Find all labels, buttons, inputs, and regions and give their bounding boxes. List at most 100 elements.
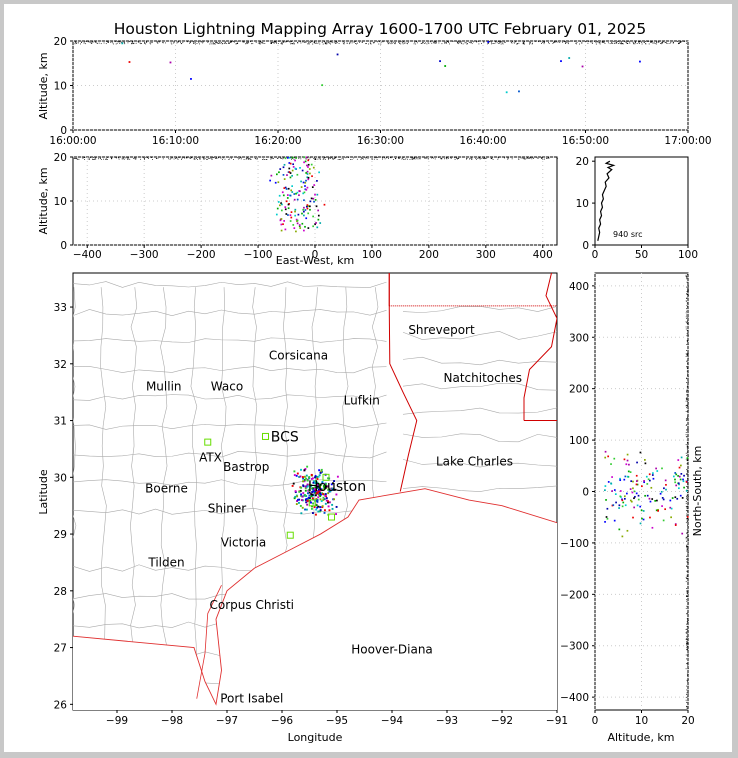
ns-panel-noise-dot xyxy=(686,679,688,681)
time-panel-noise-dot xyxy=(231,41,233,43)
ew-panel-source-point xyxy=(306,204,309,206)
ns-panel-noise-dot xyxy=(686,335,688,337)
ns-panel-noise-dot xyxy=(686,366,688,368)
time-panel-noise-dot xyxy=(313,42,315,44)
ew-panel-source-point xyxy=(282,194,285,197)
time-panel-noise-dot xyxy=(123,41,125,43)
map-ytick-label: 27 xyxy=(54,643,67,655)
ns-panel-noise-dot xyxy=(686,662,688,664)
ew-panel-noise-dot xyxy=(471,157,473,159)
time-panel-noise-dot xyxy=(428,43,430,44)
ns-panel-noise-dot xyxy=(687,426,689,428)
ns-panel-source-point xyxy=(633,506,636,509)
time-panel-noise-dot xyxy=(286,41,288,42)
map-source-point xyxy=(325,486,328,489)
ew-panel-noise-dot xyxy=(173,158,175,160)
ns-panel-noise-dot xyxy=(685,353,687,355)
time-panel-noise-dot xyxy=(627,41,629,42)
ew-panel-noise-dot xyxy=(339,159,340,160)
time-panel-noise-dot xyxy=(334,41,336,43)
time-panel-noise-dot xyxy=(308,43,310,45)
ew-panel-noise-dot xyxy=(133,157,134,159)
time-panel-noise-dot xyxy=(494,42,496,44)
ew-panel-noise-dot xyxy=(403,157,405,158)
ns-panel-noise-dot xyxy=(686,293,687,295)
time-panel-noise-dot xyxy=(243,41,245,43)
ew-panel-noise-dot xyxy=(447,158,449,159)
ns-panel-noise-dot xyxy=(687,486,688,488)
map-source-point xyxy=(320,493,322,496)
time-panel-noise-dot xyxy=(434,41,436,43)
time-panel-noise-dot xyxy=(351,42,353,44)
time-panel-noise-dot xyxy=(523,43,525,45)
map-source-point xyxy=(306,479,309,482)
time-panel-noise-dot xyxy=(552,43,554,44)
ns-panel-noise-dot xyxy=(685,275,687,277)
map-source-point xyxy=(322,496,325,499)
ns-panel-noise-dot xyxy=(686,529,688,531)
ns-panel-noise-dot xyxy=(686,297,688,299)
ew-panel-source-point xyxy=(307,227,310,229)
ns-panel-source-point xyxy=(685,490,688,492)
ns-panel-noise-dot xyxy=(687,317,689,319)
ew-panel-source-point xyxy=(284,206,287,208)
time-panel-noise-dot xyxy=(568,41,570,42)
ns-panel-noise-dot xyxy=(685,444,687,446)
ns-panel-noise-dot xyxy=(687,538,689,540)
time-panel-noise-dot xyxy=(656,41,658,42)
ew-panel-source-point xyxy=(300,186,303,188)
ew-panel-noise-dot xyxy=(556,157,558,159)
map-source-point xyxy=(319,495,322,498)
ew-panel-noise-dot xyxy=(313,157,315,158)
ns-panel-noise-dot xyxy=(687,290,689,292)
ew-panel-noise-dot xyxy=(233,159,234,160)
ns-panel-noise-dot xyxy=(686,636,688,638)
ew-panel-source-point xyxy=(312,215,314,218)
ns-panel-noise-dot xyxy=(686,447,688,449)
time-panel-noise-dot xyxy=(557,41,559,43)
ns-panel-noise-dot xyxy=(686,681,688,683)
ns-panel-noise-dot xyxy=(686,350,687,351)
ns-panel-noise-dot xyxy=(686,495,687,497)
ew-panel-noise-dot xyxy=(313,158,315,160)
ns-panel-noise-dot xyxy=(686,599,687,601)
map-ytick-label: 31 xyxy=(54,416,67,428)
time-panel-noise-dot xyxy=(213,43,215,44)
time-panel-noise-dot xyxy=(402,41,404,43)
ew-panel-source-point xyxy=(310,197,313,200)
time-panel-noise-dot xyxy=(651,41,653,43)
time-panel-noise-dot xyxy=(314,41,315,43)
parish-boundary xyxy=(402,485,557,492)
time-panel-noise-dot xyxy=(207,41,209,42)
city-label: Corpus Christi xyxy=(210,598,295,612)
ew-panel-source-point xyxy=(296,198,299,201)
ns-panel-noise-dot xyxy=(687,693,689,695)
map-source-point xyxy=(311,487,314,490)
time-panel-noise-dot xyxy=(319,43,321,45)
ew-panel-noise-dot xyxy=(360,157,362,159)
time-panel-noise-dot xyxy=(559,42,561,44)
ns-panel-noise-dot xyxy=(686,281,688,283)
ew-panel-noise-dot xyxy=(170,157,172,159)
time-panel-noise-dot xyxy=(680,42,682,43)
ns-panel-ytick-label: 100 xyxy=(569,435,589,447)
time-panel-noise-dot xyxy=(543,41,545,43)
ew-panel-noise-dot xyxy=(371,158,373,160)
time-panel-noise-dot xyxy=(194,42,196,43)
ns-panel-noise-dot xyxy=(686,520,688,522)
ns-panel-noise-dot xyxy=(687,674,689,676)
ew-panel-noise-dot xyxy=(360,159,362,160)
ew-panel-noise-dot xyxy=(517,158,519,160)
ew-panel-noise-dot xyxy=(337,159,339,160)
ew-panel-noise-dot xyxy=(317,158,319,160)
ew-panel-noise-dot xyxy=(547,157,549,158)
ew-panel-source-point xyxy=(288,162,291,164)
ns-panel-noise-dot xyxy=(685,536,687,538)
time-panel-noise-dot xyxy=(617,41,619,43)
ns-panel-noise-dot xyxy=(687,562,689,564)
time-panel-noise-dot xyxy=(195,43,196,45)
ew-panel-noise-dot xyxy=(280,157,282,159)
map-source-point xyxy=(332,482,334,485)
time-panel-noise-dot xyxy=(223,42,225,44)
map-source-point xyxy=(325,485,328,488)
